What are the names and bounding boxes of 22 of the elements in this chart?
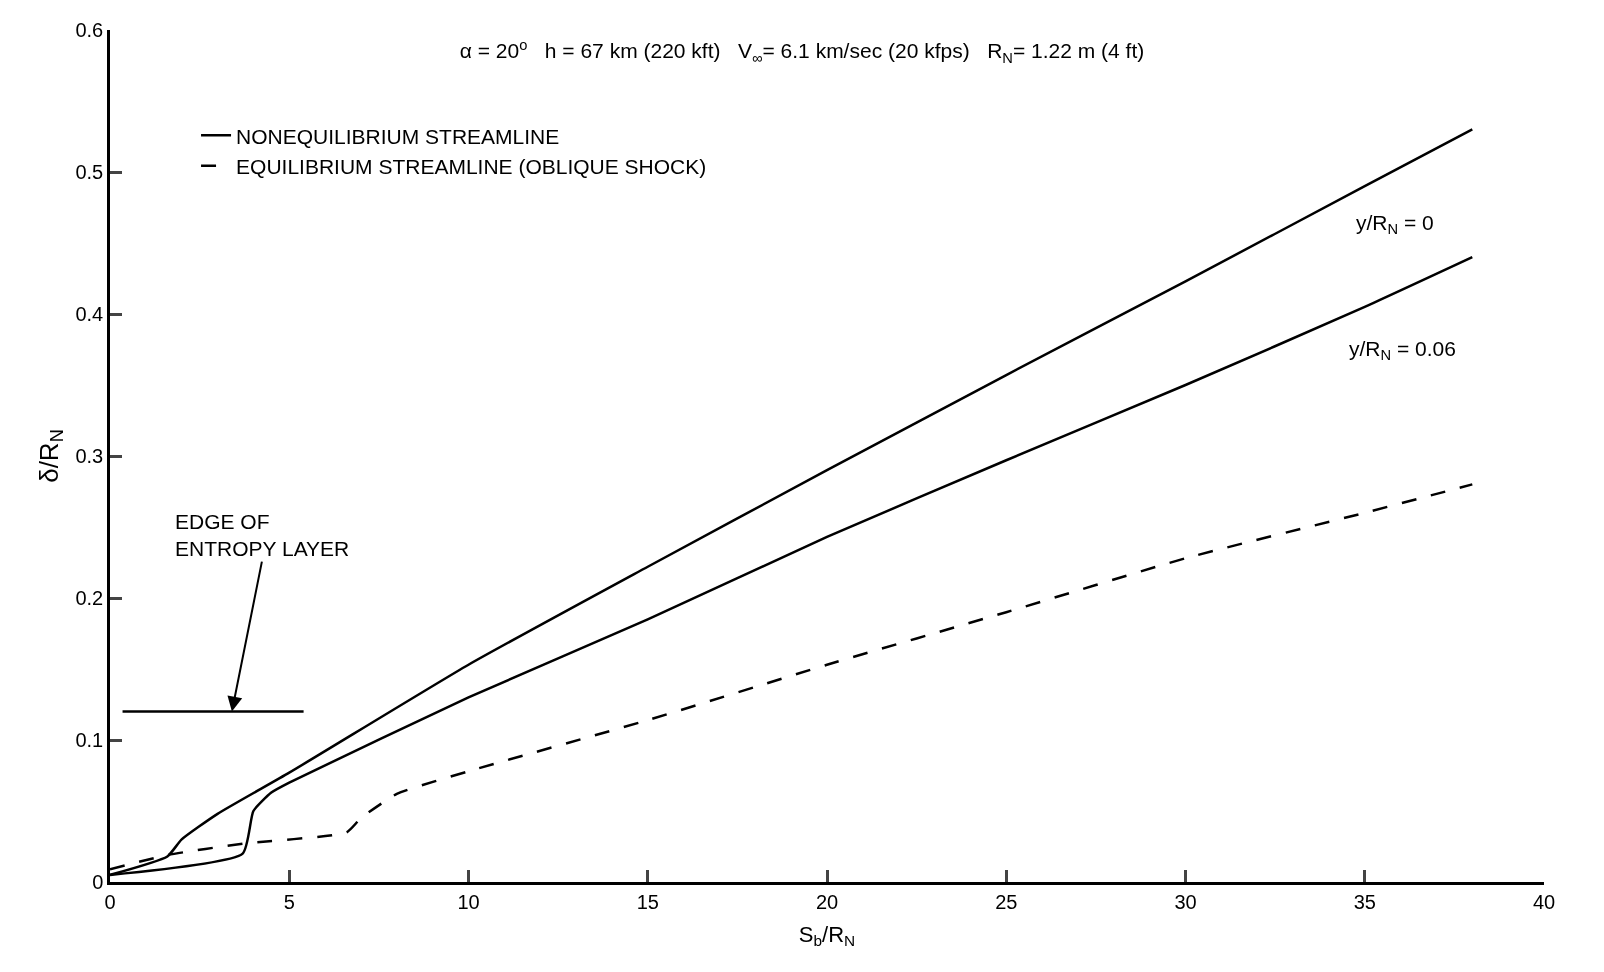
y-tick-label: 0.4 <box>75 303 104 325</box>
text: α = 20$^{o}$ h = 67 km (220 kft) V$_{∞}$= 6.1 km/sec (20 kfps) R$_{N}$= 1.22 m (4 ft) <box>459 36 1145 66</box>
x-tick-label: 10 <box>457 890 480 913</box>
annotation: EDGE OF ENTROPY LAYER <box>175 510 350 561</box>
x-tick-label: 30 <box>1174 890 1197 913</box>
x-tick-label: 35 <box>1353 890 1376 913</box>
legend-label: EQUILIBRIUM STREAMLINE (OBLIQUE SHOCK) <box>236 154 707 178</box>
y-tick-label: 0.2 <box>75 587 104 609</box>
x-axis-title: S$_{b}$/R$_{N}$ <box>798 921 856 950</box>
annotation: y/R$_{N}$ = 0 <box>1356 211 1434 238</box>
y-tick-label: 0.3 <box>75 445 104 467</box>
y-tick-label: 0.5 <box>75 161 104 183</box>
y-tick-label: 0.6 <box>75 19 104 41</box>
x-tick-label: 5 <box>283 890 295 913</box>
x-tick-label: 15 <box>636 890 659 913</box>
annotation: y/R$_{N}$ = 0.06 <box>1349 337 1456 364</box>
x-tick-label: 20 <box>815 890 839 913</box>
y-tick-label: 0.1 <box>75 729 104 751</box>
y-tick-label: 0 <box>92 871 104 893</box>
legend-label: NONEQUILIBRIUM STREAMLINE <box>236 124 560 148</box>
x-tick-label: 40 <box>1532 890 1556 913</box>
x-tick-label: 25 <box>995 890 1018 913</box>
